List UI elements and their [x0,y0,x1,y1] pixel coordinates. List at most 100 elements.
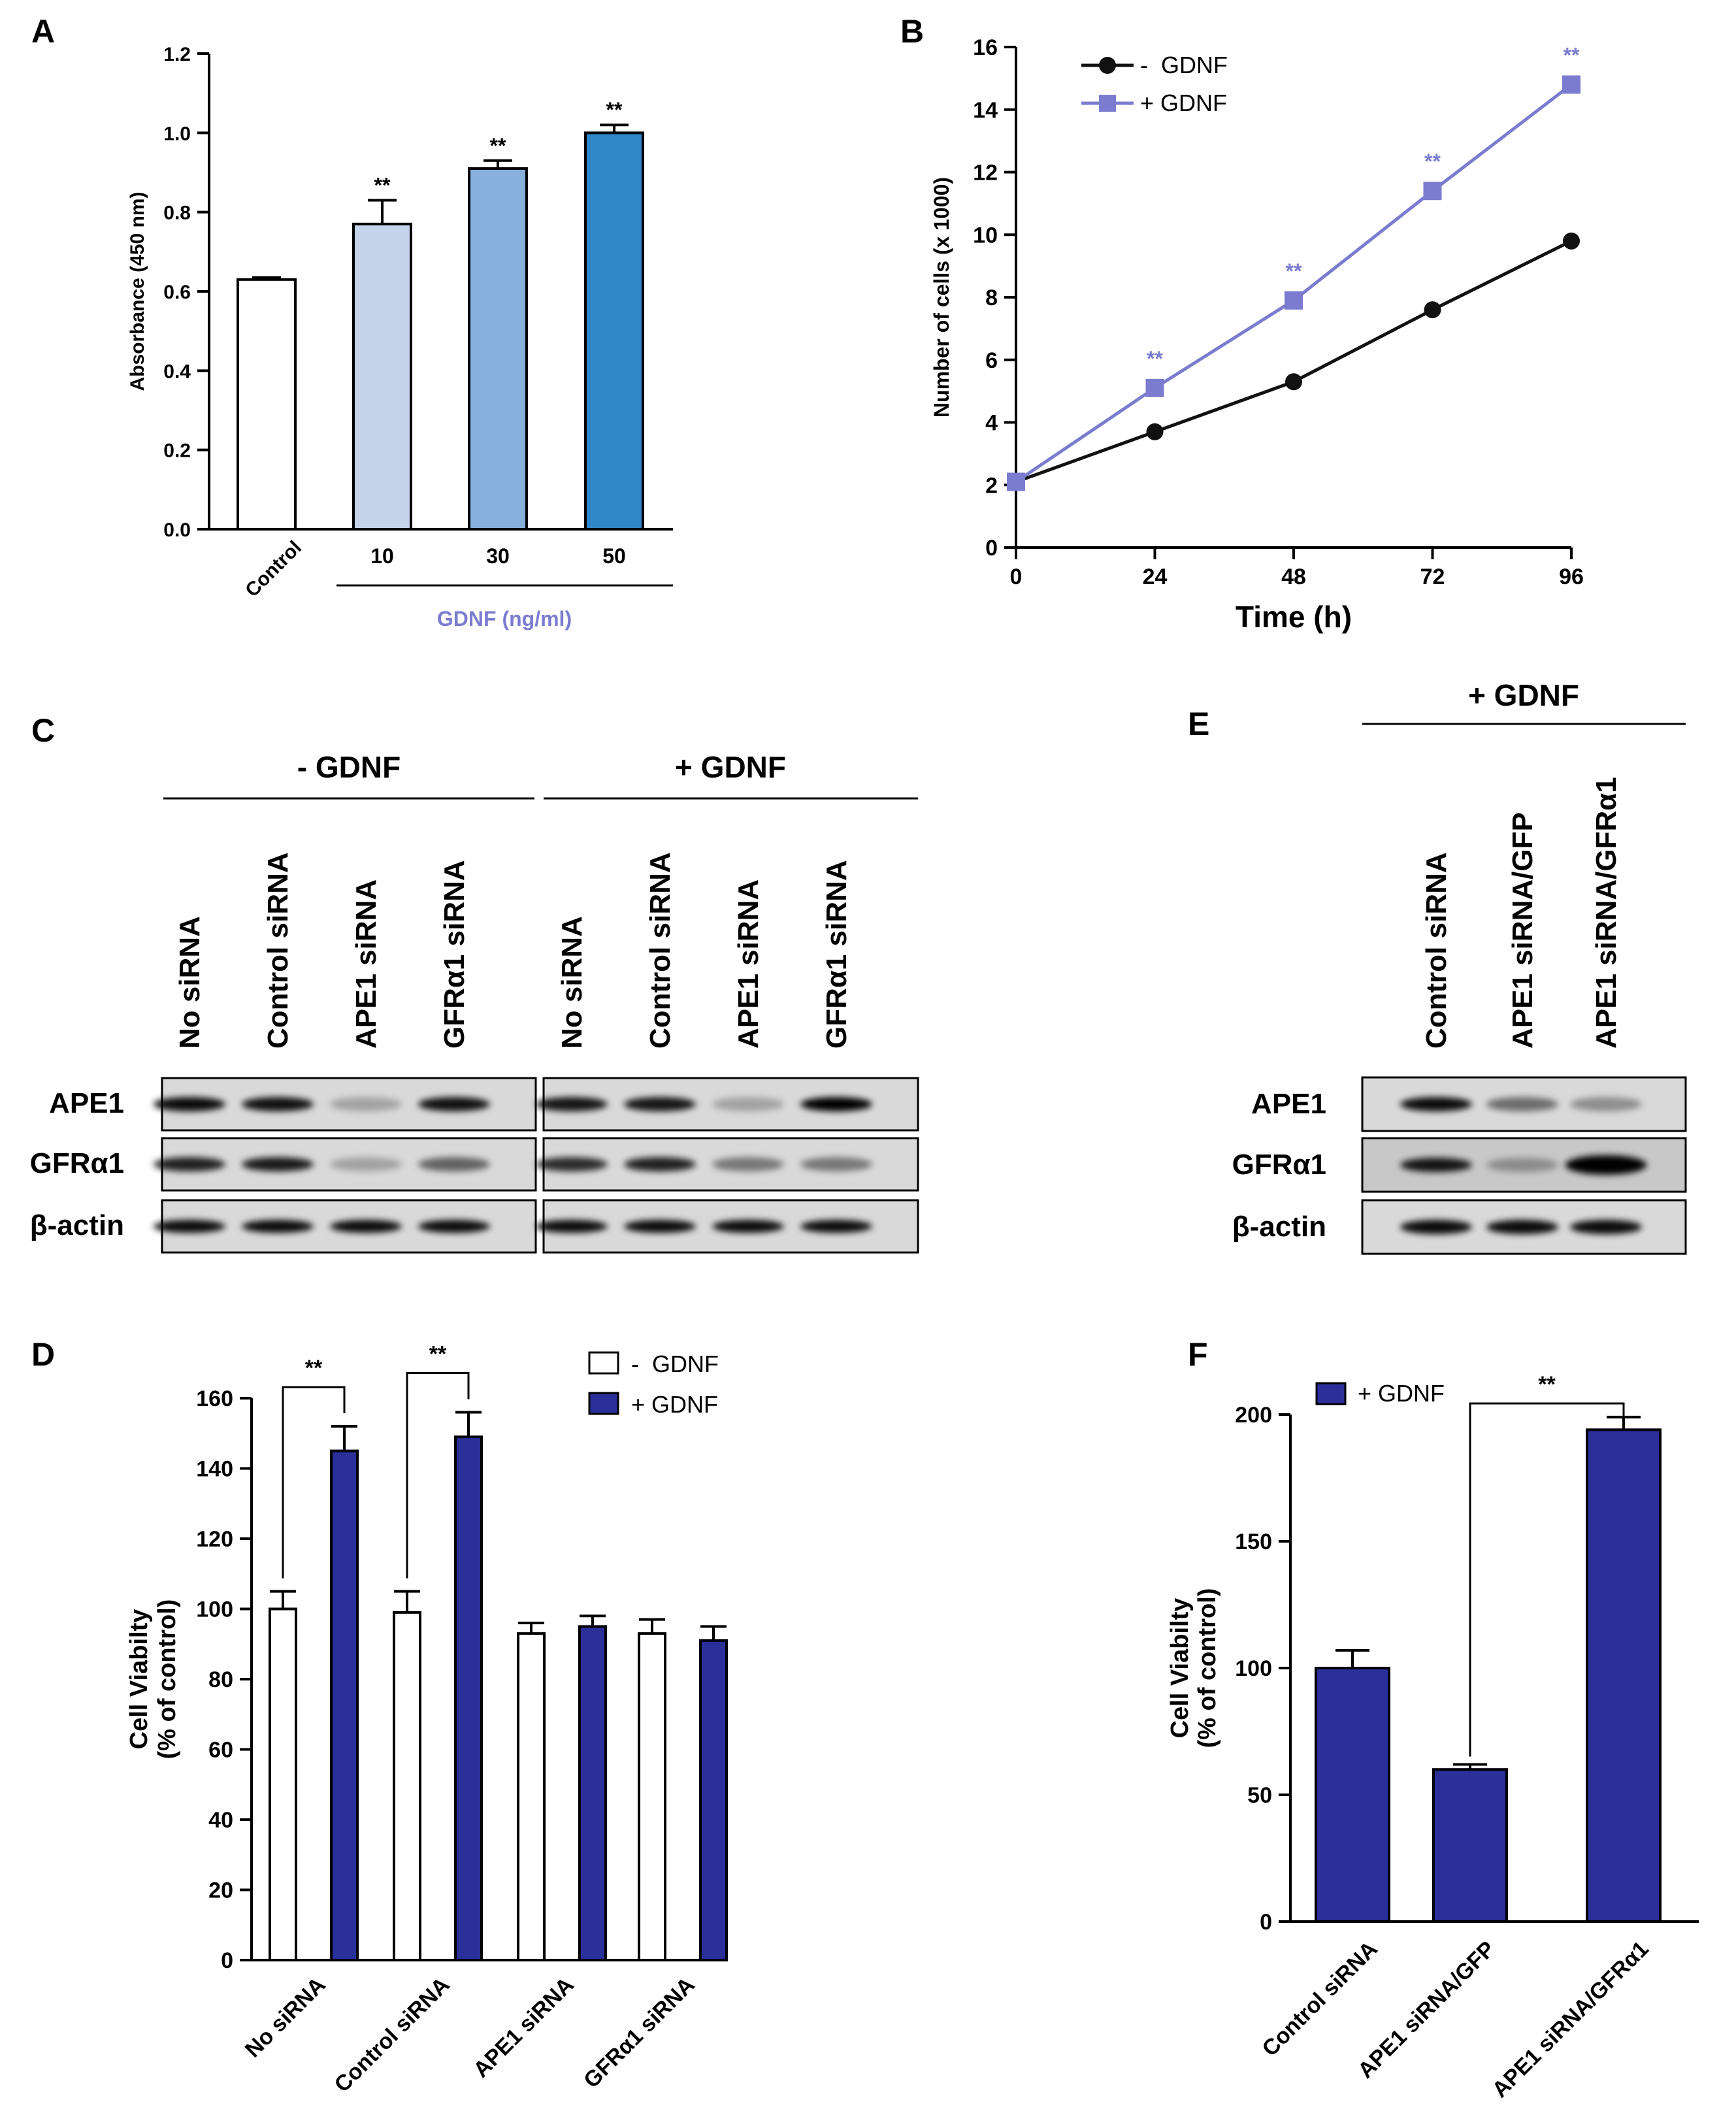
blot-c-group-label-minus: - GDNF [297,750,401,784]
chart-a-x-tick-label: 50 [602,544,626,568]
blot-c-band [624,1220,696,1233]
chart-b-y-tick-label: 10 [973,223,998,248]
chart-f-significance: ** [1538,1372,1556,1397]
blot-c-band [418,1157,490,1171]
blot-c-row-label: GFRα1 [30,1147,124,1179]
chart-d-bar-plus [578,1625,607,1961]
chart-d-x-tick-label: Control siRNA [330,1973,455,2097]
chart-d-bar-plus [330,1449,359,1961]
blot-e-band [1570,1220,1642,1234]
chart-d-y-tick-label: 40 [208,1808,233,1833]
chart-f-y-tick-label: 200 [1235,1403,1272,1428]
blot-c-band [418,1220,490,1233]
chart-b-x-label: Time (h) [1236,600,1352,634]
chart-b-x-tick-label: 72 [1420,565,1445,589]
panel-label-d: D [31,1336,55,1373]
chart-b-legend: - GDNF + GDNF [1081,52,1228,116]
chart-d-x-tick-label: No siRNA [240,1973,331,2063]
chart-f-x-tick-label: Control siRNA [1258,1937,1383,2061]
blot-c-band [536,1097,608,1111]
blot-e-band [1400,1158,1472,1172]
chart-f-legend: + GDNF [1315,1380,1445,1407]
blot-e-band [1486,1220,1558,1234]
chart-d-significance: ** [429,1342,447,1367]
chart-b-y-tick-label: 2 [985,473,998,498]
panel-label-e: E [1188,706,1209,742]
chart-b-significance: ** [1147,347,1163,370]
blot-e-lane-label: APE1 siRNA/GFRα1 [1590,777,1622,1049]
blot-c-band [154,1097,225,1111]
chart-d-x-tick-label: APE1 siRNA [468,1973,578,2082]
chart-b-y-tick-label: 14 [973,98,998,123]
chart-d-significance: ** [305,1356,323,1381]
chart-d-bar-minus [517,1632,546,1961]
blot-c-group-label-plus: + GDNF [675,750,786,784]
chart-d-y-tick-label: 0 [221,1948,233,1973]
chart-f-y-tick-label: 0 [1260,1910,1272,1935]
blot-e-row-label: APE1 [1251,1088,1326,1120]
chart-b-point-plus [1562,75,1580,94]
blot-c-lane-label: APE1 siRNA [350,879,382,1049]
chart-d-y-label-2: (% of control) [154,1599,181,1760]
chart-a-bar [468,167,528,531]
chart-a-y-tick-label: 0.8 [163,203,191,224]
chart-b-legend-marker-minus [1099,57,1116,74]
chart-f-bar [1315,1667,1390,1923]
chart-f-bar [1432,1768,1508,1923]
chart-b-point-minus [1146,423,1164,440]
blot-e-band [1565,1155,1647,1175]
chart-b-point-plus [1007,472,1025,491]
chart-f-y-tick-label: 100 [1235,1656,1272,1681]
blot-c-lane-label: GFRα1 siRNA [821,860,853,1049]
chart-d-y-tick-label: 80 [208,1667,233,1692]
chart-f-y-label-2: (% of control) [1194,1588,1221,1748]
blot-c-band [712,1157,784,1171]
chart-a-significance: ** [374,173,391,197]
blot-e-band [1486,1158,1558,1172]
chart-f: Cell Viabilty (% of control) + GDNF 0 50 1… [1166,1372,1699,2103]
panel-label-b: B [900,13,924,50]
chart-b-legend-label-minus: - GDNF [1140,52,1228,78]
chart-b-x-tick-label: 24 [1143,565,1168,589]
chart-d-significance-bracket [406,1372,470,1579]
blot-c-lane-label: No siRNA [174,916,206,1049]
chart-b-point-plus [1285,291,1303,310]
chart-a-x-tick-label: Control [241,537,306,602]
chart-d-bar-minus [269,1607,297,1961]
chart-d-bar-plus [454,1435,483,1961]
blot-e-row-label: β-actin [1232,1211,1326,1243]
chart-b-point-minus [1285,373,1302,391]
blot-c-band [712,1097,784,1111]
blot-c-row-label: APE1 [49,1087,124,1119]
chart-f-significance-bracket [1469,1402,1625,1757]
chart-a-significance: ** [490,134,506,157]
chart-d: Cell Viabilty (% of control) - GDNF + GD… [125,1342,728,2097]
blot-c-band [154,1157,225,1171]
blot-c-lane-label: Control siRNA [644,852,676,1049]
chart-d-significance-bracket [282,1386,346,1579]
chart-a-y-tick-label: 1.0 [163,123,191,144]
chart-b-significance: ** [1564,43,1580,67]
chart-d-legend: - GDNF + GDNF [588,1351,719,1418]
chart-a-y-label: Absorbance (450 nm) [127,191,148,391]
chart-f-y-tick-label: 150 [1235,1530,1272,1554]
blot-c-band [330,1097,402,1111]
chart-b-y-tick-label: 4 [985,411,998,436]
blot-c-lane-label: Control siRNA [262,852,294,1049]
blot-c-row-label: β-actin [30,1209,124,1241]
blot-e-lane-label: Control siRNA [1420,852,1452,1049]
chart-b-significance: ** [1424,150,1441,173]
blot-c: - GDNF + GDNF APE1 GFRα1 β-actin No siRNA Co… [30,750,919,1254]
blot-e-group-label: + GDNF [1468,678,1579,712]
chart-b-y-tick-label: 6 [985,348,998,373]
chart-d-y-tick-label: 20 [208,1878,233,1903]
chart-a-x-tick-label: 30 [486,544,510,568]
chart-f-legend-label: + GDNF [1358,1380,1445,1407]
chart-b-x-tick-label: 0 [1010,565,1023,589]
blot-c-band [242,1157,314,1171]
chart-a-y-tick-label: 0.2 [163,440,191,462]
chart-b-legend-label-plus: + GDNF [1140,90,1227,116]
chart-b-point-plus [1423,182,1442,201]
chart-b-y-label: Number of cells (x 1000) [930,177,953,418]
